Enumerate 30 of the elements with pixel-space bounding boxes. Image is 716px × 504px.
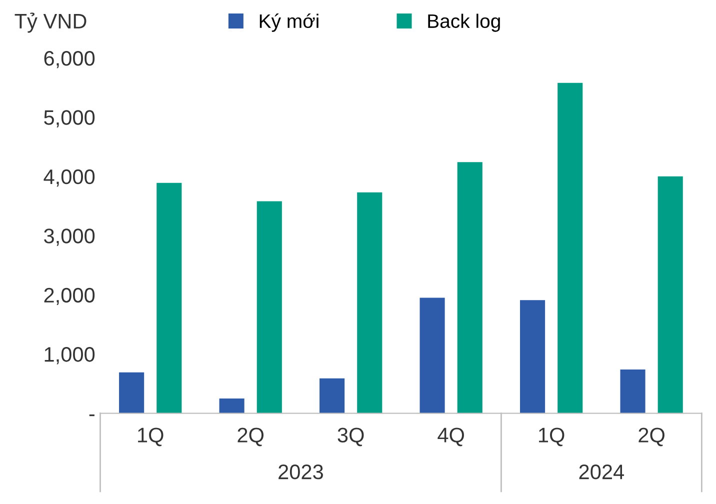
y-axis-title: Tỷ VND	[14, 12, 86, 33]
x-tick-label: 2Q	[638, 428, 664, 446]
y-tick-label: 4,000	[44, 169, 95, 187]
y-tick-label: -	[89, 414, 94, 416]
bar	[620, 369, 646, 414]
bar	[420, 298, 445, 414]
bar	[520, 300, 546, 414]
bar	[558, 82, 583, 414]
bar	[457, 162, 482, 414]
y-tick-label: 5,000	[44, 110, 95, 128]
x-tick-label: 1Q	[138, 428, 164, 446]
y-tick-label: 3,000	[44, 228, 95, 246]
x-tick-label: 4Q	[438, 428, 464, 446]
y-tick-label: 6,000	[44, 50, 95, 68]
text: 2024	[579, 464, 624, 480]
text: 2023	[278, 464, 323, 480]
y-tick-label: 2,000	[44, 288, 95, 306]
bar	[357, 192, 382, 414]
bar	[320, 378, 345, 414]
bar	[219, 398, 244, 414]
legend-label: Back log	[428, 14, 500, 32]
x-tick-label: 3Q	[338, 428, 364, 446]
x-tick-label: 1Q	[539, 428, 564, 446]
bar	[658, 176, 683, 414]
x-tick-label: 2Q	[238, 428, 264, 446]
bar	[119, 372, 144, 414]
legend-label: Ký mới	[260, 14, 318, 32]
bar	[256, 201, 282, 414]
y-tick-label: 1,000	[44, 347, 95, 364]
bar	[156, 182, 182, 414]
